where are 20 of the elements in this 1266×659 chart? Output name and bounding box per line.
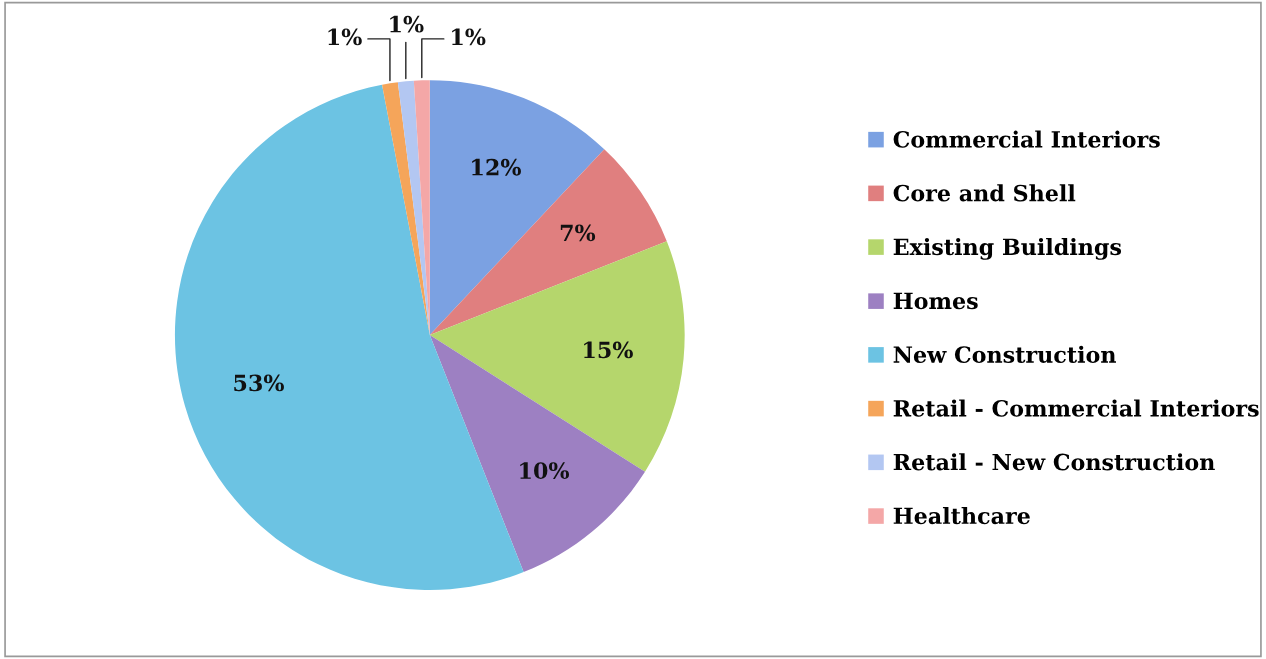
- pie-slice: [382, 82, 430, 336]
- legend-label: Core and Shell: [893, 184, 1076, 202]
- legend-label: New Construction: [893, 345, 1116, 363]
- data-label: 1%: [390, 15, 424, 33]
- legend-label: Retail - Commercial Interiors: [893, 399, 1259, 417]
- legend-label: Homes: [893, 292, 978, 310]
- legend-label: Retail - New Construction: [893, 453, 1215, 471]
- pie-slice: [429, 149, 667, 336]
- legend-label: Commercial Interiors: [893, 130, 1160, 148]
- data-label: 15%: [584, 341, 633, 359]
- legend-label: Healthcare: [893, 506, 1030, 525]
- legend-label: Existing Buildings: [893, 237, 1122, 260]
- data-label: 12%: [472, 158, 521, 176]
- data-label: 1%: [328, 28, 362, 46]
- data-label: 10%: [520, 462, 570, 480]
- pie-slice: [429, 335, 646, 573]
- data-label: 1%: [452, 28, 486, 46]
- data-label: 7%: [560, 224, 596, 242]
- pie-slice: [429, 80, 605, 336]
- data-label: 53%: [234, 374, 284, 392]
